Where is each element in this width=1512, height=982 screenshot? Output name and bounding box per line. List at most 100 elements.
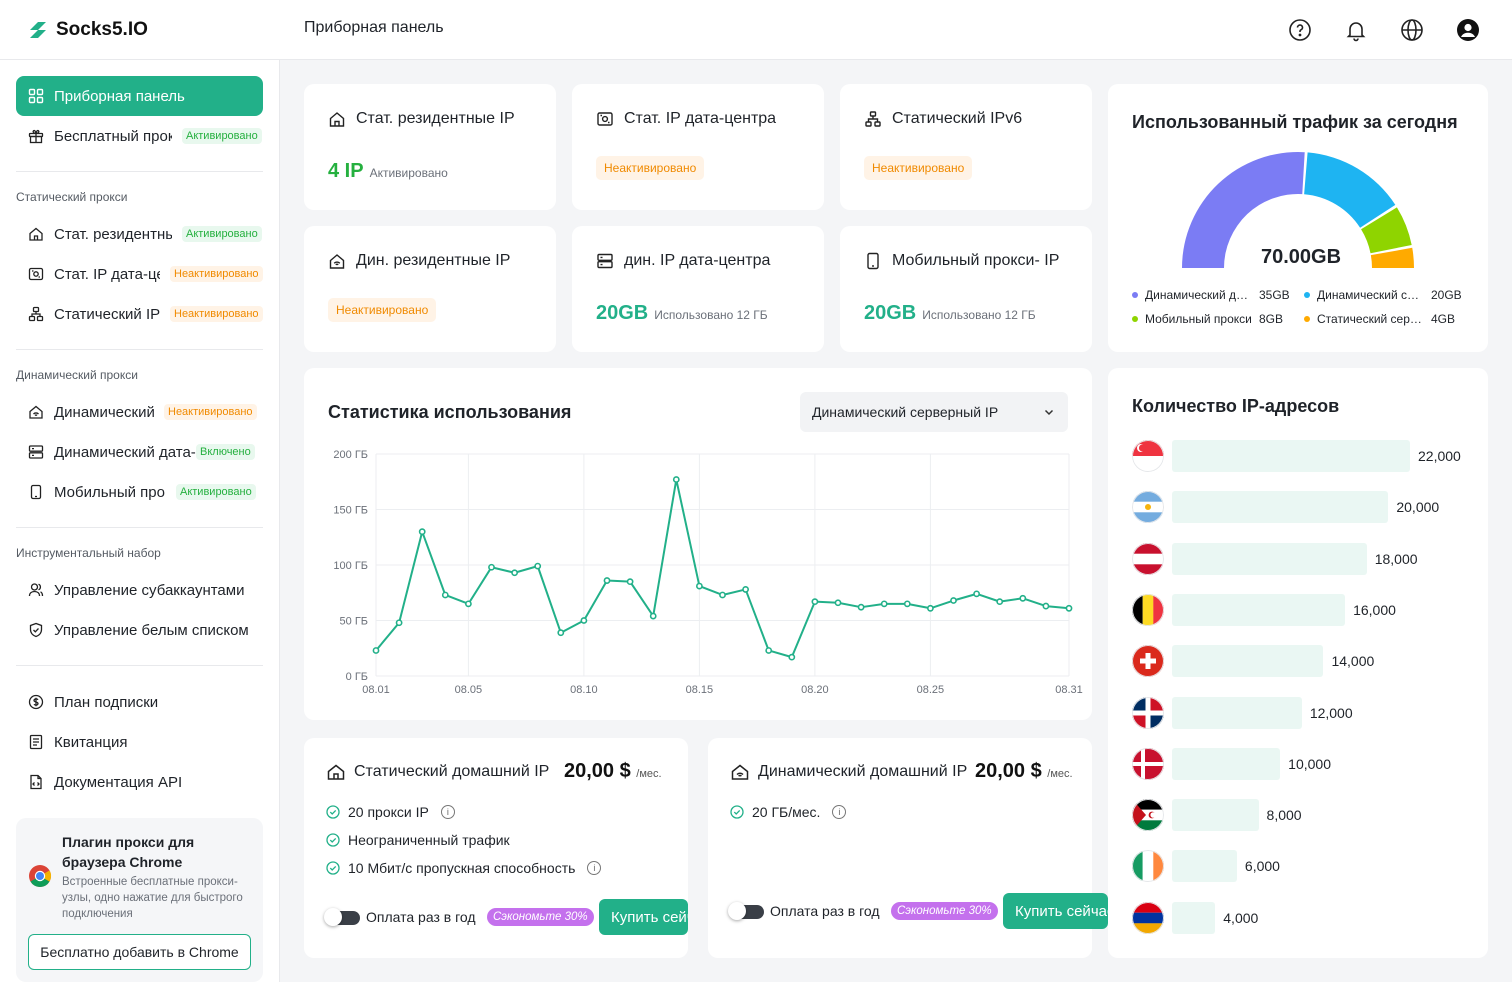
y-tick-label: 150 ГБ <box>333 505 368 517</box>
data-point[interactable] <box>695 582 703 590</box>
ip-count-value: 12,000 <box>1309 704 1353 721</box>
data-point[interactable] <box>950 597 957 604</box>
data-point[interactable] <box>788 653 796 661</box>
plan-title: Статический домашний IP <box>354 763 550 780</box>
data-point[interactable] <box>719 591 726 599</box>
user-icon[interactable] <box>1455 17 1481 43</box>
ip-count-bar <box>1172 440 1410 472</box>
data-point[interactable] <box>580 617 588 624</box>
data-point[interactable] <box>557 629 565 637</box>
gift-icon <box>28 129 44 144</box>
sidebar-item-dynamic-datacenter[interactable]: Динамический дата-центр Включено <box>16 432 263 472</box>
data-point[interactable] <box>903 600 911 608</box>
sidebar-item-free-proxy[interactable]: Бесплатный прокси Активировано <box>16 116 263 156</box>
legend-dot <box>1304 292 1310 298</box>
switzerland-flag <box>1132 645 1164 678</box>
home-wifi-icon <box>29 405 43 419</box>
sidebar-item-subaccounts[interactable]: Управление субаккаунтами <box>16 570 263 610</box>
info-icon[interactable]: i <box>440 805 455 819</box>
data-point[interactable] <box>603 577 611 584</box>
stat-card-dynamic-residential[interactable]: Дин. резидентные IP Неактивировано <box>304 226 556 352</box>
chrome-plugin-promo: Плагин прокси для браузера Chrome Встрое… <box>16 818 263 982</box>
help-icon[interactable] <box>1287 17 1313 43</box>
buy-now-button[interactable]: Купить сейчас <box>1003 893 1108 929</box>
x-tick-label: 08.20 <box>801 684 829 696</box>
stat-card-dynamic-datacenter[interactable]: дин. IP дата-центра 20GB Использовано 12 … <box>572 226 824 352</box>
globe-icon[interactable] <box>1399 17 1425 43</box>
ip-count-value: 18,000 <box>1374 550 1418 567</box>
sidebar-item-static-ipv6[interactable]: Статический IPv6 Неактивировано <box>16 294 263 334</box>
yearly-toggle[interactable] <box>728 902 764 920</box>
legend-label: Динамический дата-центр <box>1145 288 1253 302</box>
data-point[interactable] <box>534 562 542 570</box>
bell-icon[interactable] <box>1343 17 1369 43</box>
logo[interactable]: Socks5.IO <box>26 18 148 42</box>
sidebar-item-static-datacenter[interactable]: Стат. IP дата-центра Неактивировано <box>16 254 263 294</box>
data-point[interactable] <box>441 591 449 599</box>
sidebar-item-static-residential[interactable]: Стат. резидентные IP Активировано <box>16 214 263 254</box>
data-point[interactable] <box>511 569 518 577</box>
sidebar-item-receipt[interactable]: Квитанция <box>16 722 263 762</box>
legend-item: Динамический серверный IP 20GB <box>1304 288 1462 302</box>
x-tick-label: 08.25 <box>917 684 945 696</box>
logo-text: Socks5.IO <box>56 19 148 40</box>
data-point[interactable] <box>649 612 657 620</box>
check-circle-icon <box>326 833 340 847</box>
data-point[interactable] <box>973 590 980 598</box>
data-point[interactable] <box>1019 594 1027 602</box>
data-point[interactable] <box>1065 604 1073 612</box>
belgium-flag <box>1132 593 1164 626</box>
sidebar-item-whitelist[interactable]: Управление белым списком <box>16 610 263 650</box>
data-point[interactable] <box>626 578 634 586</box>
info-icon[interactable]: i <box>587 861 602 875</box>
info-icon[interactable]: i <box>832 805 847 819</box>
usage-line-chart: 0 ГБ 50 ГБ 100 ГБ 150 ГБ 200 ГБ 08.01 08.05 08.… <box>333 449 1083 696</box>
stat-card-mobile-proxy[interactable]: Мобильный прокси- IP 20GB Использовано 12… <box>840 226 1092 352</box>
data-point[interactable] <box>418 528 426 536</box>
data-point[interactable] <box>996 598 1004 606</box>
data-point[interactable] <box>372 647 380 654</box>
data-point[interactable] <box>1042 602 1050 610</box>
stat-card-value: 4 IP <box>328 160 364 182</box>
sidebar-item-dynamic-residential[interactable]: Динамический резидентный IP Неактивирова… <box>16 392 263 432</box>
stat-card-title: дин. IP дата-центра <box>624 252 771 269</box>
data-point[interactable] <box>927 604 934 612</box>
data-point[interactable] <box>672 476 680 483</box>
stat-card-static-ipv6[interactable]: Статический IPv6 Неактивировано <box>840 84 1092 210</box>
stat-card-title: Дин. резидентные IP <box>356 252 511 269</box>
yearly-toggle[interactable] <box>324 908 360 926</box>
ip-count-title: Количество IP-адресов <box>1132 396 1340 416</box>
ip-count-bar <box>1172 747 1281 780</box>
dashboard-icon <box>28 88 44 104</box>
ip-count-bar <box>1172 491 1389 524</box>
stat-card-static-datacenter[interactable]: Стат. IP дата-центра Неактивировано <box>572 84 824 210</box>
sidebar-item-dashboard[interactable]: Приборная панель <box>16 76 263 116</box>
data-point[interactable] <box>765 647 773 654</box>
y-tick-label: 200 ГБ <box>333 449 368 461</box>
data-point[interactable] <box>880 600 888 608</box>
stat-card-value: 20GB <box>596 302 649 324</box>
feature-label: 10 Мбит/с пропускная способность <box>348 860 576 876</box>
y-tick-label: 100 ГБ <box>333 560 368 572</box>
data-point[interactable] <box>395 619 403 627</box>
stat-card-static-residential[interactable]: Стат. резидентные IP 4 IP Активировано <box>304 84 556 210</box>
ip-count-value: 8,000 <box>1266 807 1302 824</box>
data-point[interactable] <box>857 603 865 611</box>
sidebar-item-subscription[interactable]: План подписки <box>16 682 263 722</box>
ip-count-row: 18,000 <box>1132 542 1418 575</box>
x-tick-label: 08.31 <box>1055 684 1083 696</box>
data-point[interactable] <box>811 598 819 606</box>
data-point[interactable] <box>742 586 749 593</box>
usage-type-select[interactable]: Динамический серверный IP <box>800 392 1068 432</box>
data-point[interactable] <box>488 563 495 571</box>
add-to-chrome-button[interactable]: Бесплатно добавить в Chrome <box>28 934 251 970</box>
chrome-icon <box>29 865 52 887</box>
data-point[interactable] <box>464 600 472 608</box>
buy-now-button[interactable]: Купить сейчас <box>599 899 688 935</box>
sidebar-item-mobile-proxy[interactable]: Мобильный прокси Активировано <box>16 472 263 512</box>
plan-card-static-home: Статический домашний IP 20,00 $ /мес. 20… <box>304 738 688 958</box>
legend-value: 8GB <box>1259 312 1284 326</box>
data-point[interactable] <box>834 599 842 607</box>
dominican-republic-flag <box>1132 696 1164 729</box>
sidebar-item-api-docs[interactable]: Документация API <box>16 762 263 802</box>
